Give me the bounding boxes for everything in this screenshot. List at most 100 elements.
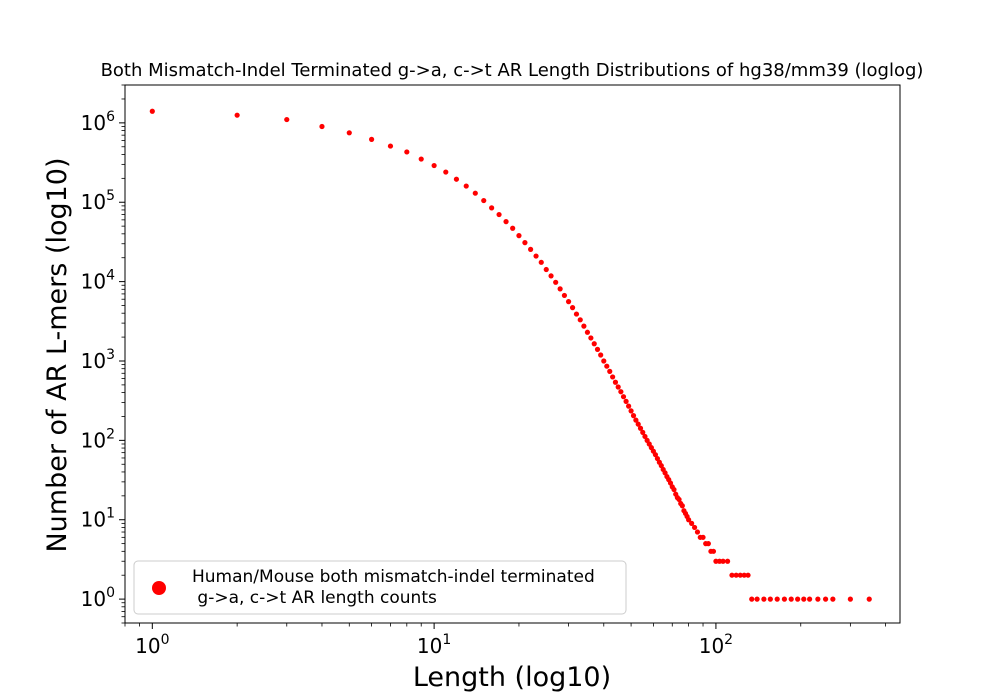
data-point (737, 572, 743, 578)
data-point (516, 233, 522, 239)
y-tick-label: 104 (81, 268, 115, 294)
data-point (637, 425, 644, 431)
data-point (528, 246, 534, 252)
data-point (781, 596, 788, 602)
data-point (700, 534, 706, 540)
data-point (573, 311, 580, 317)
data-point (565, 299, 572, 305)
legend-box (133, 560, 627, 615)
x-axis-label: Length (log10) (413, 662, 611, 693)
data-point (510, 225, 516, 231)
data-point (801, 596, 807, 602)
data-point (807, 596, 813, 602)
data-point (749, 596, 755, 602)
data-point (503, 219, 509, 225)
data-point (569, 305, 576, 311)
data-point (635, 421, 641, 427)
scatter-points (149, 108, 872, 602)
data-point (463, 183, 469, 189)
y-tick-label: 101 (81, 506, 115, 532)
data-point (761, 596, 767, 602)
x-tick-label: 100 (135, 632, 169, 658)
x-tick-label: 102 (699, 632, 733, 658)
data-point (284, 116, 290, 123)
legend-marker (152, 581, 166, 595)
data-point (607, 368, 613, 374)
data-point (561, 292, 568, 299)
data-point (689, 520, 695, 526)
data-point (577, 317, 583, 323)
data-point (453, 176, 460, 182)
data-point (847, 596, 853, 602)
y-tick-label: 100 (81, 585, 115, 611)
data-point (548, 273, 554, 279)
data-point (691, 524, 698, 531)
data-point (671, 486, 677, 493)
data-point (729, 572, 735, 578)
data-point (584, 329, 591, 335)
data-point (633, 417, 639, 423)
data-point (745, 572, 751, 578)
data-point (496, 211, 502, 218)
data-point (830, 596, 836, 602)
data-point (623, 398, 629, 404)
data-point (710, 548, 717, 554)
data-point (630, 413, 637, 419)
data-point (557, 286, 563, 292)
data-point (387, 143, 394, 149)
y-axis-ticks: 100 101 102 103 104 105 106 (81, 84, 125, 624)
y-tick-label: 105 (81, 188, 115, 214)
data-point (628, 408, 634, 414)
data-point (543, 266, 549, 273)
x-tick-label: 101 (417, 632, 451, 658)
data-point (626, 403, 632, 409)
data-point (431, 162, 437, 169)
data-point (472, 190, 478, 196)
data-point (774, 596, 780, 602)
data-point (418, 156, 424, 162)
data-point (581, 323, 587, 329)
data-point (705, 541, 711, 547)
data-point (489, 205, 495, 211)
data-point (522, 240, 528, 246)
data-point (642, 433, 648, 440)
data-point (795, 596, 801, 602)
data-point (713, 558, 719, 564)
data-point (369, 136, 375, 142)
chart-title: Both Mismatch-Indel Terminated g->a, c->… (101, 60, 924, 81)
data-point (404, 149, 410, 155)
data-point (594, 346, 601, 352)
data-point (741, 572, 747, 578)
y-tick-label: 106 (81, 109, 115, 135)
data-point (538, 259, 544, 265)
data-point (767, 596, 773, 602)
y-axis-label: Number of AR L-mers (log10) (42, 157, 73, 552)
data-point (866, 596, 872, 602)
data-point (319, 123, 325, 130)
data-point (601, 358, 607, 364)
y-tick-label: 102 (81, 426, 115, 452)
plot-area (124, 84, 901, 624)
data-point (733, 572, 739, 578)
data-point (822, 596, 829, 602)
data-point (588, 335, 594, 341)
data-point (640, 429, 646, 435)
data-point (612, 379, 619, 385)
data-point (694, 529, 701, 535)
data-point (533, 253, 539, 259)
data-point (481, 197, 487, 204)
legend: Human/Mouse both mismatch-indel terminat… (133, 560, 627, 615)
data-point (620, 394, 627, 400)
data-point (652, 452, 659, 458)
legend-label: Human/Mouse both mismatch-indel terminat… (192, 567, 595, 608)
data-point (720, 558, 726, 564)
data-point (443, 169, 449, 175)
data-point (610, 374, 616, 380)
y-tick-label: 103 (81, 347, 115, 373)
data-point (604, 363, 610, 369)
data-point (788, 596, 794, 602)
data-point (754, 596, 760, 602)
data-point (149, 108, 155, 114)
data-point (346, 130, 352, 136)
